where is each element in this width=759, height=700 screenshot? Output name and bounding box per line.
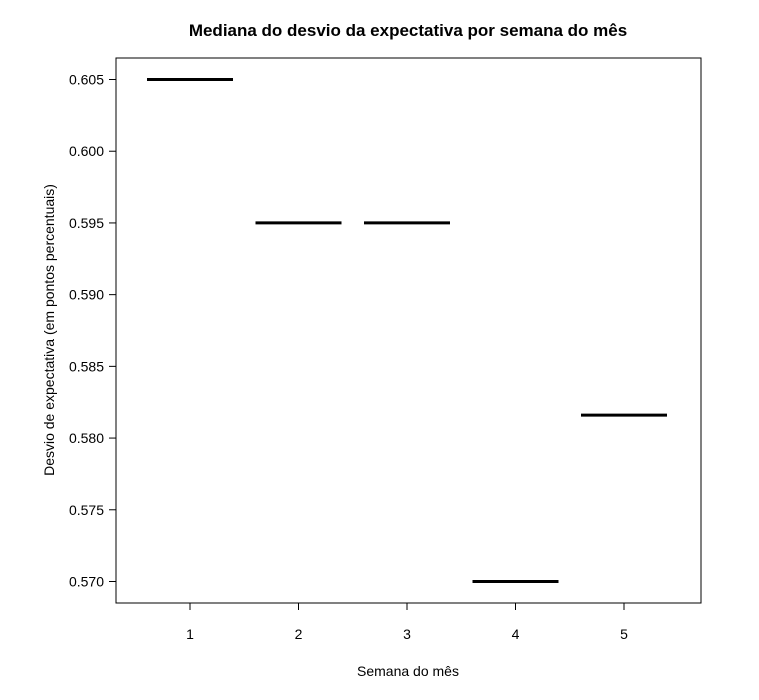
x-tick-label: 4 (512, 626, 520, 642)
x-tick-label: 2 (295, 626, 303, 642)
y-tick-label: 0.600 (69, 143, 104, 159)
y-tick-label: 0.585 (69, 358, 104, 374)
y-tick-label: 0.595 (69, 215, 104, 231)
plot-frame (115, 57, 702, 604)
y-tick-label: 0.605 (69, 72, 104, 88)
x-tick-label: 1 (186, 626, 194, 642)
x-tick-label: 5 (620, 626, 628, 642)
median-marks (147, 78, 667, 583)
y-tick-label: 0.575 (69, 502, 104, 518)
y-tick-label: 0.580 (69, 430, 104, 446)
x-tick-label: 3 (403, 626, 411, 642)
y-axis: 0.570 0.575 0.580 0.585 0.590 0.595 0.600 0.605 (69, 72, 117, 589)
chart-title: Mediana do desvio da expectativa por sem… (189, 21, 627, 40)
y-tick-label: 0.570 (69, 573, 104, 589)
y-tick-label: 0.590 (69, 287, 104, 303)
y-axis-label: Desvio de expectativa (em pontos percent… (41, 184, 57, 476)
x-axis-label: Semana do mês (357, 663, 459, 679)
x-axis: 1 2 3 4 5 (186, 603, 628, 642)
